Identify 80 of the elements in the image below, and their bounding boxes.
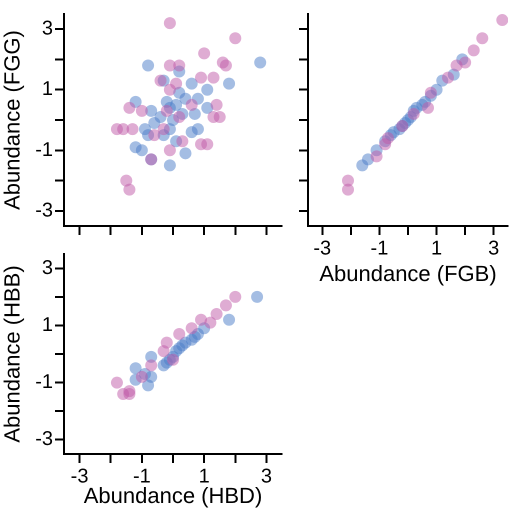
point [164,159,176,172]
point [223,314,236,326]
y-tick-label: -3 [35,199,53,222]
point [468,44,480,56]
point [145,359,158,372]
point [496,14,508,26]
point [123,388,136,400]
point [210,308,223,320]
point [204,316,216,329]
point [176,135,188,148]
y-tick-label: 1 [42,78,53,100]
y-tick-label: -1 [35,138,53,161]
x-axis-title: Abundance (FGB) [319,260,497,286]
point [254,56,266,68]
point [186,126,198,138]
point [201,84,214,96]
point [154,74,167,87]
point [220,59,232,72]
point [422,102,434,114]
point [148,117,160,130]
point [179,336,192,349]
x-tick-label: -3 [313,238,332,260]
point [142,59,154,72]
point [201,138,214,150]
point [186,78,198,90]
x-tick-label: 1 [431,238,442,260]
y-axis-title: Abundance (HBB) [0,265,24,443]
point [148,129,160,142]
point [164,17,176,30]
point [188,108,201,120]
point [173,110,186,123]
y-tick-label: -3 [35,428,53,450]
point [130,362,142,374]
point [173,328,186,340]
point [136,104,148,117]
y-tick-label: 3 [42,256,53,279]
y-tick-label: -1 [35,371,53,394]
y-tick-label: 1 [42,314,53,336]
point [370,150,383,162]
point [186,322,198,334]
point [167,354,179,366]
point [123,184,136,196]
point [179,147,192,160]
point [173,59,186,72]
x-tick-label: 3 [488,238,500,260]
point [459,56,472,68]
point [223,78,236,90]
point [164,144,176,156]
point [123,102,136,114]
point [210,98,223,111]
point [158,123,170,136]
point [195,72,208,84]
point [229,32,242,44]
point [342,184,354,196]
point [160,104,173,117]
point [120,174,132,187]
point [186,98,198,111]
y-axis-title: Abundance (FGG) [0,30,24,210]
x-tick-label: -1 [370,238,388,260]
point [214,110,226,123]
point [442,72,454,84]
point [220,299,232,312]
point [251,290,264,303]
point [126,123,139,136]
point [170,98,182,111]
point [164,84,176,96]
point [110,376,123,389]
point [229,290,242,303]
point [408,108,420,120]
point [476,32,488,44]
point [158,345,170,358]
point [207,72,220,84]
point [136,144,148,156]
point [379,138,392,150]
point [198,47,210,60]
point [136,370,148,383]
point [424,86,437,99]
y-tick-label: 3 [42,18,53,40]
x-tick-label: 3 [260,466,272,488]
point [195,314,208,326]
